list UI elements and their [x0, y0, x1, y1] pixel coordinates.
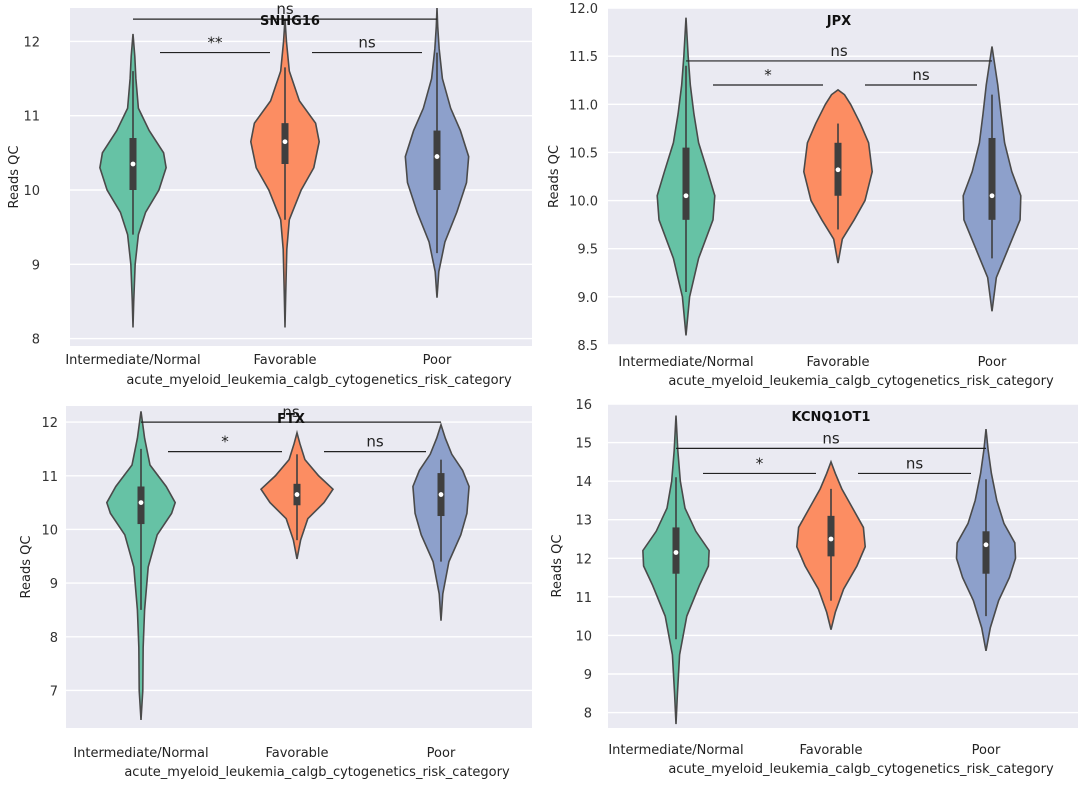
violin-median-dot	[282, 139, 288, 145]
y-tick-label: 9.5	[577, 243, 598, 258]
violin-panel-snhg16: 8 9 10 11 12 Intermediate/Normal Favorable Poor…	[0, 0, 542, 392]
x-tick-label: Favorable	[265, 746, 328, 761]
x-axis-label: acute_myeloid_leukemia_calgb_cytogenetic…	[126, 373, 512, 388]
violin-panel-ftx: 7 8 9 10 11 12 Intermediate/Normal Favorable Poo…	[0, 392, 542, 784]
y-tick-label: 10	[23, 184, 40, 199]
y-tick-label: 12	[23, 35, 40, 50]
significance-label: ns	[912, 66, 930, 84]
chart-svg: 7 8 9 10 11 12 Intermediate/Normal Favorable Poo…	[19, 403, 532, 780]
y-tick-label: 14	[575, 475, 592, 490]
significance-label: ns	[822, 429, 840, 447]
y-tick-label: 15	[575, 437, 592, 452]
violin-iqr-box	[982, 531, 990, 574]
y-tick-label: 7	[50, 684, 58, 699]
violin-iqr-box	[827, 515, 835, 557]
y-tick-label: 12.0	[569, 2, 598, 17]
y-tick-label: 11	[23, 110, 40, 125]
chart-svg: 8.5 9.0 9.5 10.0 10.5 11.0 11.5 12.0 Intermediat…	[547, 2, 1078, 389]
x-tick-label: Poor	[972, 743, 1001, 758]
chart-title: KCNQ1OT1	[792, 410, 871, 425]
x-tick-label: Favorable	[253, 353, 316, 368]
y-tick-label: 11.0	[569, 98, 598, 113]
chart-svg: 8 9 10 11 12 Intermediate/Normal Favorable Poor…	[7, 0, 532, 388]
x-tick-label: Poor	[423, 353, 452, 368]
violin-iqr-box	[682, 147, 690, 220]
chart-title: SNHG16	[260, 14, 320, 29]
y-tick-label: 10.0	[569, 195, 598, 210]
y-tick-label: 16	[575, 398, 592, 413]
y-tick-label: 8	[584, 707, 592, 722]
violin-iqr-box	[433, 130, 441, 190]
y-tick-label: 10	[41, 523, 58, 538]
violin-median-dot	[438, 492, 444, 497]
significance-label: ns	[830, 42, 848, 60]
significance-label: **	[208, 34, 224, 52]
significance-label: *	[764, 66, 772, 84]
x-tick-label: Favorable	[799, 743, 862, 758]
violin-median-dot	[434, 154, 440, 159]
y-tick-label: 11	[41, 470, 58, 485]
violin-iqr-box	[137, 486, 145, 525]
y-tick-label: 10.5	[569, 146, 598, 161]
y-tick-label: 12	[41, 416, 58, 431]
violin-median-dot	[835, 167, 841, 173]
y-tick-label: 8.5	[577, 339, 598, 354]
y-tick-label: 11	[575, 591, 592, 606]
significance-label: *	[221, 433, 229, 451]
x-tick-label: Poor	[978, 355, 1007, 370]
violin-median-dot	[130, 161, 136, 167]
violin-panel-jpx: 8.5 9.0 9.5 10.0 10.5 11.0 11.5 12.0 Intermediat…	[542, 0, 1084, 392]
violin-median-dot	[294, 492, 300, 497]
y-tick-label: 10	[575, 629, 592, 644]
violin-median-dot	[138, 500, 144, 505]
x-axis-label: acute_myeloid_leukemia_calgb_cytogenetic…	[668, 762, 1054, 777]
x-tick-label: Intermediate/Normal	[73, 746, 208, 761]
significance-label: ns	[358, 34, 376, 52]
y-tick-label: 13	[575, 514, 592, 529]
significance-label: ns	[276, 0, 294, 18]
significance-label: ns	[906, 454, 924, 472]
y-tick-label: 12	[575, 552, 592, 567]
chart-title: JPX	[826, 14, 851, 29]
y-axis-label: Reads QC	[19, 536, 34, 599]
violin-median-dot	[683, 193, 689, 199]
violin-median-dot	[673, 550, 679, 555]
significance-label: ns	[282, 403, 300, 421]
y-tick-label: 9	[32, 258, 40, 273]
y-axis-label: Reads QC	[7, 146, 22, 209]
x-tick-label: Poor	[427, 746, 456, 761]
violin-median-dot	[983, 542, 989, 548]
y-tick-label: 9	[584, 668, 592, 683]
violin-iqr-box	[988, 137, 996, 220]
y-tick-label: 9	[50, 577, 58, 592]
y-axis-label: Reads QC	[550, 535, 565, 598]
violin-median-dot	[828, 536, 834, 542]
chart-title: FTX	[277, 412, 305, 427]
y-tick-label: 11.5	[569, 50, 598, 65]
x-tick-label: Intermediate/Normal	[618, 355, 753, 370]
x-tick-label: Favorable	[806, 355, 869, 370]
x-axis-label: acute_myeloid_leukemia_calgb_cytogenetic…	[668, 374, 1054, 389]
x-axis-label: acute_myeloid_leukemia_calgb_cytogenetic…	[124, 765, 510, 780]
violin-median-dot	[989, 193, 995, 199]
significance-label: ns	[366, 433, 384, 451]
y-tick-label: 9.0	[577, 291, 598, 306]
x-tick-label: Intermediate/Normal	[608, 743, 743, 758]
y-tick-label: 8	[32, 333, 40, 348]
significance-label: *	[756, 454, 764, 472]
x-tick-label: Intermediate/Normal	[65, 353, 200, 368]
y-axis-label: Reads QC	[547, 145, 562, 208]
chart-svg: 8 9 10 11 12 13 14 15 16 Intermediate/Normal Favor…	[550, 398, 1078, 777]
violin-panel-kcnq1ot1: 8 9 10 11 12 13 14 15 16 Intermediate/Normal Favor…	[542, 392, 1084, 784]
y-tick-label: 8	[50, 631, 58, 646]
